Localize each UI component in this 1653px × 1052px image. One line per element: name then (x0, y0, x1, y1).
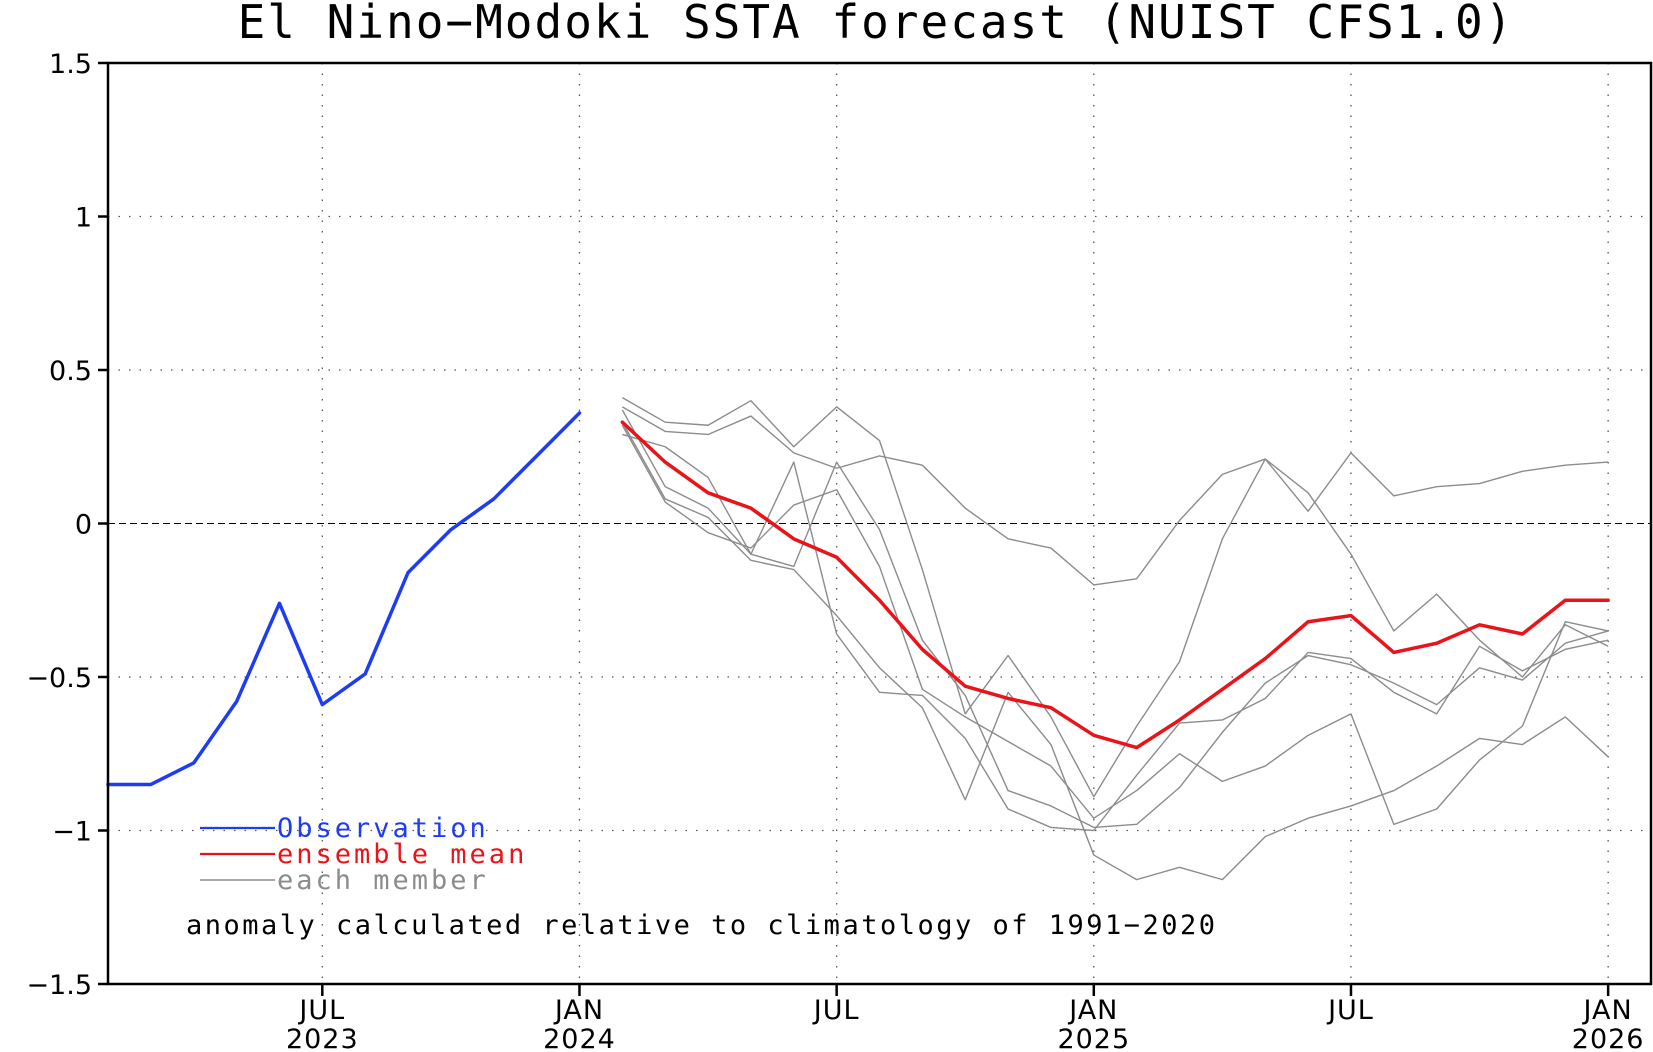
x-tick-month-label: JUL (297, 995, 345, 1026)
x-tick-year-label: 2024 (543, 1024, 616, 1052)
member-line (622, 433, 1609, 829)
y-tick-label: 0.5 (49, 356, 92, 387)
x-tick-year-label: 2023 (286, 1024, 359, 1052)
x-tick-month-label: JAN (1582, 995, 1633, 1026)
member-line (621, 421, 1609, 881)
x-tick-year-label: 2025 (1057, 1024, 1130, 1052)
y-tick-label: 1 (75, 203, 92, 234)
y-tick-label: −1.5 (26, 970, 92, 1001)
ensemble-mean-line (620, 420, 1610, 750)
legend-label: each member (277, 865, 489, 896)
chart-title: El Nino−Modoki SSTA forecast (NUIST CFS1… (238, 0, 1515, 49)
legend-label: Observation (277, 813, 489, 844)
member-line (621, 409, 1609, 832)
x-tick-month-label: JAN (1067, 995, 1118, 1026)
x-tick-month-label: JAN (553, 995, 604, 1026)
x-tick-month-label: JUL (1326, 995, 1374, 1026)
x-tick-month-label: JUL (812, 995, 860, 1026)
member-line (621, 397, 1609, 798)
member-line (621, 424, 1609, 826)
y-tick-label: −0.5 (26, 663, 92, 694)
climatology-note: anomaly calculated relative to climatolo… (186, 910, 1218, 941)
y-axis: 1.5 1 0.5 0 −0.5 −1 −1.5 (26, 49, 108, 1001)
x-tick-year-label: 2026 (1572, 1024, 1645, 1052)
member-lines (621, 397, 1609, 881)
y-tick-label: −1 (52, 817, 92, 848)
series-lines (106, 411, 1610, 787)
member-line (621, 406, 1609, 586)
legend-label: ensemble mean (277, 839, 527, 870)
y-tick-label: 0 (75, 510, 92, 541)
y-tick-label: 1.5 (49, 49, 92, 80)
observation-line (106, 411, 582, 787)
